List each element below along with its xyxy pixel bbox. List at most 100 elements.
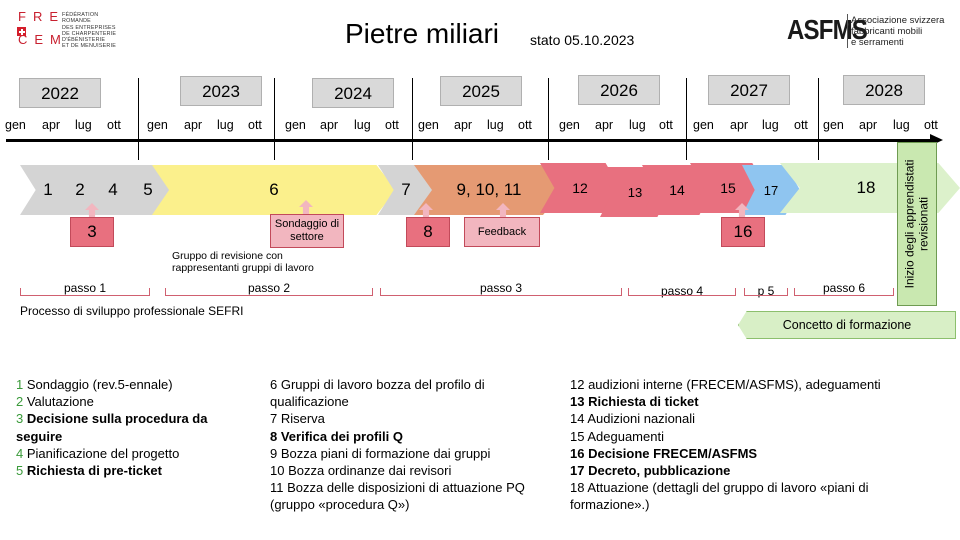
year-divider (138, 78, 139, 160)
step-label: passo 2 (247, 281, 291, 295)
month-label: gen (285, 118, 306, 132)
legend-item: 11 Bozza delle disposizioni di attuazion… (270, 480, 525, 496)
step-bracket (165, 288, 373, 296)
legend-item: (gruppo «procedura Q») (270, 497, 410, 513)
timeline-axis (6, 139, 936, 142)
revision-group-note: Gruppo di revisione con rappresentanti g… (172, 250, 314, 274)
month-label: lug (217, 118, 234, 132)
month-label: gen (418, 118, 439, 132)
legend-item: 14 Audizioni nazionali (570, 411, 696, 427)
swiss-cross-icon (17, 27, 26, 36)
feedback-callout: Feedback (464, 217, 540, 247)
month-label: lug (762, 118, 779, 132)
step-label: p 5 (757, 284, 775, 298)
month-label: ott (659, 118, 673, 132)
frecem-logo: FRE CEM Fédération Romande des entrepris… (16, 10, 136, 54)
page-title: Pietre miliari (345, 18, 500, 49)
legend-item: 7 Riserva (270, 411, 325, 427)
month-label: lug (629, 118, 646, 132)
process-label: Processo di sviluppo professionale SEFRI (20, 304, 244, 318)
frecem-letters-top: FRE (18, 9, 65, 24)
year-divider (548, 78, 549, 160)
legend-item: 9 Bozza piani di formazione dai gruppi (270, 445, 491, 461)
step-label: passo 4 (660, 284, 704, 298)
milestone-16: 16 (721, 217, 765, 247)
month-label: gen (693, 118, 714, 132)
month-label: apr (320, 118, 339, 132)
step-bracket (744, 288, 788, 296)
step-bracket (380, 288, 622, 296)
month-label: lug (487, 118, 504, 132)
legend-item: 12 audizioni interne (FRECEM/ASFMS), ade… (570, 377, 881, 392)
month-label: ott (794, 118, 808, 132)
training-concept: Concetto di formazione (738, 311, 956, 339)
year-divider (274, 78, 275, 160)
month-label: apr (42, 118, 61, 132)
phase-9-10-11: 9, 10, 11 (414, 165, 564, 215)
legend-item: 17 Decreto, pubblicazione (570, 463, 731, 479)
legend-item: 2 Valutazione (16, 394, 94, 410)
year-2022: 2022 (19, 78, 101, 108)
legend-item: 3 Decisione sulla procedura da (16, 411, 208, 427)
frecem-letters-bottom: CEM (18, 32, 68, 47)
milestone-3: 3 (70, 217, 114, 247)
legend-item: 15 Adeguamenti (570, 428, 664, 444)
legend-column-2: 6 Gruppi di lavoro bozza del profilo di … (270, 376, 560, 514)
step-bracket (628, 288, 736, 296)
year-divider (412, 78, 413, 160)
month-label: lug (75, 118, 92, 132)
step-bracket (794, 288, 894, 296)
month-label: lug (893, 118, 910, 132)
phase-6: 6 (152, 165, 396, 215)
step-label: passo 6 (822, 281, 866, 295)
legend-item: 1 Sondaggio (rev.5-ennale) (16, 377, 173, 392)
month-label: gen (823, 118, 844, 132)
month-label: apr (859, 118, 878, 132)
legend-item: formazione».) (570, 497, 650, 513)
year-divider (686, 78, 687, 160)
year-2024: 2024 (312, 78, 394, 108)
month-label: apr (595, 118, 614, 132)
milestone-8: 8 (406, 217, 450, 247)
step-label: passo 3 (479, 281, 523, 295)
month-label: ott (107, 118, 121, 132)
legend-item: 10 Bozza ordinanze dai revisori (270, 463, 452, 479)
legend-item: 18 Attuazione (dettagli del gruppo di la… (570, 480, 869, 496)
year-divider (818, 78, 819, 160)
legend-item: 4 Pianificazione del progetto (16, 445, 180, 461)
asfms-tagline: Associazione svizzera fabbricanti mobili… (851, 15, 945, 48)
year-2028: 2028 (843, 75, 925, 105)
month-label: apr (184, 118, 203, 132)
month-label: gen (5, 118, 26, 132)
year-2025: 2025 (440, 76, 522, 106)
month-label: ott (248, 118, 262, 132)
month-label: gen (559, 118, 580, 132)
revised-apprenticeships-start: Inizio degli apprendistati revisionati (897, 142, 937, 306)
status-date: stato 05.10.2023 (530, 32, 635, 48)
month-label: apr (730, 118, 749, 132)
month-label: ott (924, 118, 938, 132)
step-bracket (20, 288, 150, 296)
month-label: ott (385, 118, 399, 132)
year-2027: 2027 (708, 75, 790, 105)
legend-item: 6 Gruppi di lavoro bozza del profilo di (270, 377, 485, 392)
month-label: ott (518, 118, 532, 132)
legend-item: seguire (16, 428, 63, 444)
month-label: apr (454, 118, 473, 132)
legend-item: 13 Richiesta di ticket (570, 394, 699, 410)
legend-item: 5 Richiesta di pre-ticket (16, 463, 162, 479)
frecem-tagline: Fédération Romande des entreprises de ch… (62, 12, 117, 50)
year-2026: 2026 (578, 75, 660, 105)
legend-item: qualificazione (270, 394, 349, 410)
year-2023: 2023 (180, 76, 262, 106)
month-label: lug (354, 118, 371, 132)
asfms-logo: ASFMS Associazione svizzera fabbricanti … (787, 12, 952, 54)
legend-item: 16 Decisione FRECEM/ASFMS (570, 445, 758, 461)
survey-callout: Sondaggio di settore (270, 214, 344, 248)
step-label: passo 1 (63, 281, 107, 295)
legend-column-3: 12 audizioni interne (FRECEM/ASFMS), ade… (570, 376, 955, 514)
asfms-wordmark: ASFMS (787, 14, 868, 45)
legend-column-1: 1 Sondaggio (rev.5-ennale) 2 Valutazione… (16, 376, 266, 479)
legend-item: 8 Verifica dei profili Q (270, 428, 403, 444)
month-label: gen (147, 118, 168, 132)
